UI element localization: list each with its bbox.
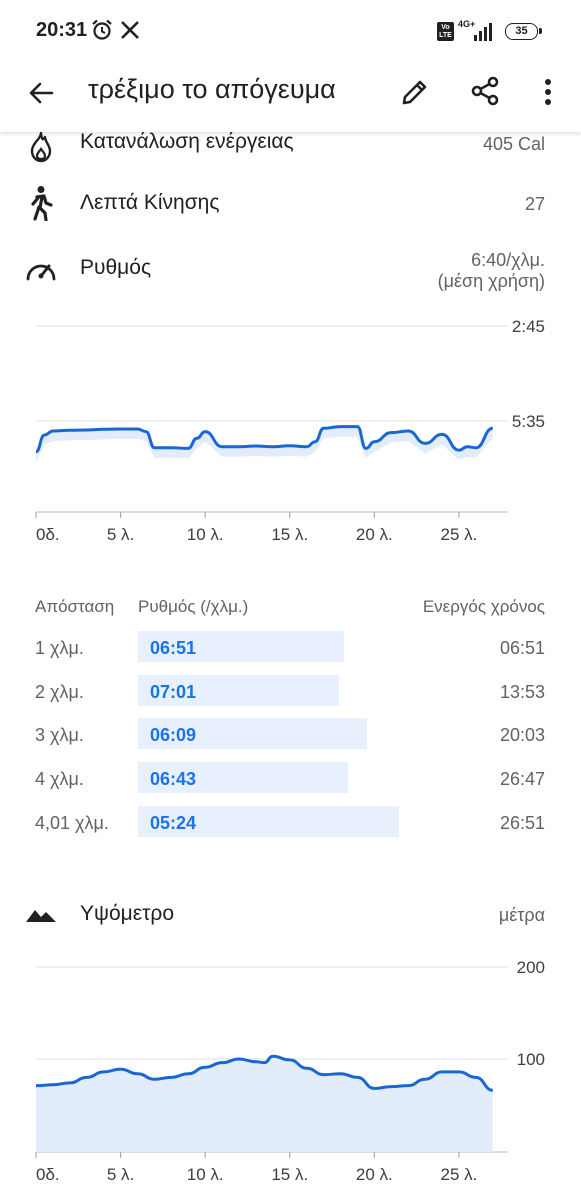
move-minutes-value: 27	[524, 194, 545, 214]
elevation-chart: 200 100 0δ. 5 λ. 10 λ. 15 λ. 20 λ. 25 λ.	[35, 958, 545, 1184]
y-tick-label: 5:35	[512, 412, 545, 431]
more-vert-icon[interactable]	[536, 75, 560, 109]
split-pace: 06:09	[150, 725, 197, 746]
split-pace-bar	[138, 674, 339, 706]
walking-person-icon	[31, 186, 53, 221]
status-bar: 20:31 Vo LTE 4G+ 35	[0, 0, 581, 62]
battery-icon: 35	[505, 23, 542, 40]
x-tick-label: 0δ.	[36, 525, 60, 544]
x-tick-label: 10 λ.	[187, 1165, 224, 1184]
x-tick-label: 25 λ.	[441, 525, 478, 544]
elevation-area-fill	[36, 1056, 493, 1152]
split-distance: 1 χλμ.	[35, 638, 84, 658]
flame-icon	[30, 131, 52, 163]
x-tick-label: 15 λ.	[271, 525, 308, 544]
elevation-series-line	[35, 1054, 494, 1092]
splits-header-distance: Απόσταση	[35, 597, 115, 616]
app-bar: τρέξιμο το απόγευμα	[0, 62, 581, 132]
energy-value: 405 Cal	[482, 134, 545, 154]
split-row: 2 χλμ. 07:01 13:53	[0, 674, 581, 710]
pace-value-note: (μέση χρήση)	[437, 271, 545, 291]
split-distance: 3 χλμ.	[35, 725, 84, 746]
split-distance: 4 χλμ.	[35, 769, 84, 790]
pace-series-line	[35, 425, 494, 454]
x-tick-label: 5 λ.	[107, 525, 134, 544]
status-time: 20:31	[36, 19, 88, 41]
elevation-unit: μέτρα	[498, 905, 545, 925]
split-row: 3 χλμ. 06:09 20:03	[0, 717, 581, 753]
split-pace-bar	[138, 805, 399, 837]
split-pace: 06:51	[150, 638, 197, 658]
pace-chart: 2:45 5:35 0δ. 5 λ. 10 λ. 15 λ. 20 λ. 25 λ.	[35, 317, 545, 544]
split-row: 4 χλμ. 06:43 26:47	[0, 761, 581, 797]
share-icon[interactable]	[468, 74, 502, 108]
x-tick-label: 20 λ.	[356, 1165, 393, 1184]
back-arrow-icon[interactable]	[24, 76, 58, 110]
x-app-icon	[121, 21, 139, 39]
split-active-time: 26:51	[499, 812, 545, 833]
energy-label: Κατανάλωση ενέργειας	[80, 130, 294, 153]
split-active-time: 13:53	[499, 681, 545, 702]
x-tick-label: 25 λ.	[441, 1165, 478, 1184]
y-tick-label: 2:45	[512, 317, 545, 336]
x-tick-label: 20 λ.	[356, 525, 393, 544]
pace-value: 6:40/χλμ.	[471, 250, 545, 270]
x-tick-label: 15 λ.	[271, 1165, 308, 1184]
edit-pencil-icon[interactable]	[398, 75, 432, 109]
splits-header-active-time: Ενεργός χρόνος	[422, 597, 545, 616]
splits-header-pace: Ρυθμός (/χλμ.)	[138, 597, 249, 616]
split-distance: 2 χλμ.	[35, 681, 84, 702]
elevation-title: Υψόμετρο	[80, 902, 175, 925]
split-active-time: 06:51	[499, 638, 545, 658]
page-title: τρέξιμο το απόγευμα	[88, 74, 336, 104]
mountain-icon	[26, 910, 56, 922]
split-distance: 4,01 χλμ.	[35, 812, 109, 833]
split-pace-bar	[138, 718, 367, 750]
pace-label: Ρυθμός	[80, 256, 152, 279]
x-tick-label: 0δ.	[36, 1165, 60, 1184]
volte-icon: Vo LTE	[437, 22, 454, 41]
split-pace-bar	[138, 762, 348, 794]
y-tick-label: 100	[517, 1050, 545, 1069]
y-tick-label: 200	[517, 958, 545, 977]
split-pace: 06:43	[150, 769, 197, 790]
split-row: 4,01 χλμ. 05:24 26:51	[0, 805, 581, 841]
split-active-time: 20:03	[499, 725, 545, 746]
alarm-icon	[92, 19, 112, 40]
x-tick-label: 5 λ.	[107, 1165, 134, 1184]
network-type: 4G+	[458, 19, 476, 29]
speedometer-icon	[26, 264, 56, 281]
split-pace: 05:24	[150, 812, 197, 833]
signal-icon	[474, 23, 492, 41]
split-pace-bar	[138, 631, 344, 662]
x-tick-label: 10 λ.	[187, 525, 224, 544]
split-active-time: 26:47	[499, 769, 545, 790]
move-minutes-label: Λεπτά Κίνησης	[80, 191, 220, 214]
split-row: 1 χλμ. 06:51 06:51	[0, 630, 581, 666]
split-pace: 07:01	[150, 681, 197, 702]
